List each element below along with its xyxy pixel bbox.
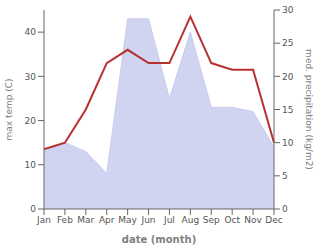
svg-text:Jun: Jun [141, 215, 156, 225]
svg-text:Jul: Jul [163, 215, 175, 225]
svg-text:40: 40 [25, 27, 37, 37]
svg-text:Aug: Aug [182, 215, 200, 225]
svg-text:30: 30 [282, 5, 294, 15]
svg-text:0: 0 [282, 204, 288, 214]
svg-text:Feb: Feb [57, 215, 73, 225]
svg-text:10: 10 [25, 160, 37, 170]
svg-text:med. precipitation (kg/m2): med. precipitation (kg/m2) [304, 49, 310, 170]
svg-text:20: 20 [25, 116, 37, 126]
svg-text:Sep: Sep [203, 215, 220, 225]
svg-text:Dec: Dec [265, 215, 282, 225]
svg-text:25: 25 [282, 38, 293, 48]
svg-text:20: 20 [282, 72, 294, 82]
svg-text:Jan: Jan [36, 215, 51, 225]
svg-text:0: 0 [30, 204, 36, 214]
svg-text:Nov: Nov [244, 215, 262, 225]
svg-text:15: 15 [282, 105, 293, 115]
svg-text:Apr: Apr [99, 215, 115, 225]
svg-text:max temp (C): max temp (C) [8, 78, 14, 140]
svg-text:10: 10 [282, 138, 294, 148]
svg-text:May: May [118, 215, 137, 225]
svg-text:5: 5 [282, 171, 288, 181]
svg-text:Oct: Oct [224, 215, 240, 225]
svg-text:Mar: Mar [77, 215, 94, 225]
svg-text:date (month): date (month) [122, 234, 196, 245]
svg-text:30: 30 [25, 72, 37, 82]
